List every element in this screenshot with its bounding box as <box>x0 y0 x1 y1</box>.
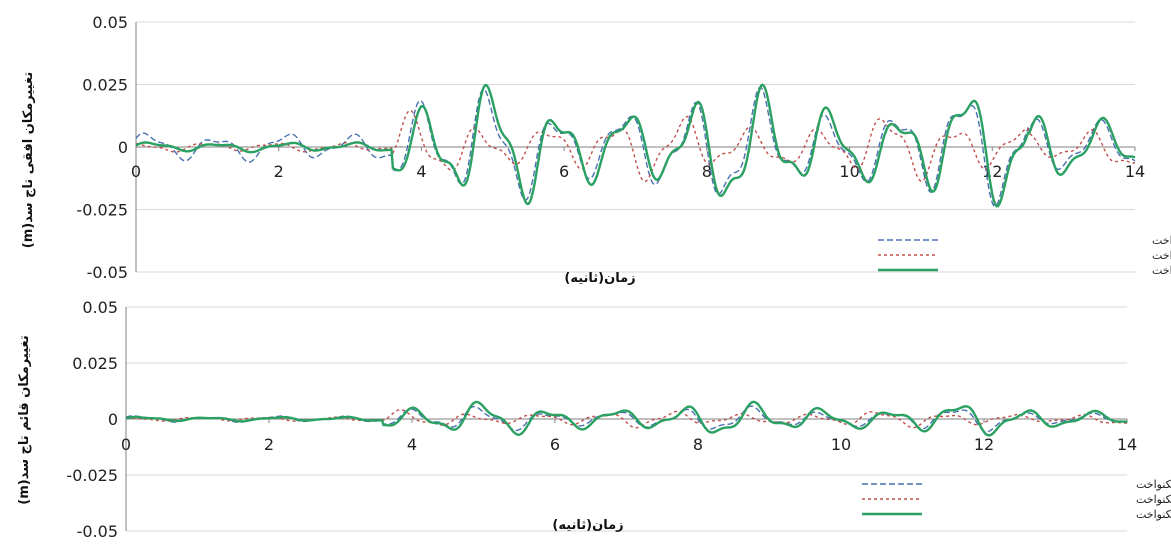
x-tick-label: 8 <box>702 162 712 181</box>
x-axis-label: زمان(ثانیه) <box>552 518 623 533</box>
y-tick-label: 0.025 <box>72 354 118 373</box>
y-axis-label: تغییرمکان قائم تاج سد(m) <box>17 335 32 504</box>
x-tick-label: 8 <box>693 435 703 454</box>
y-tick-label: 0.05 <box>82 298 118 317</box>
x-tick-label: 10 <box>831 435 851 454</box>
legend-label: تحریک دو مولفه ای غیریکنواخت <box>1152 249 1171 262</box>
y-tick-label: 0 <box>108 410 118 429</box>
y-tick-label: -0.025 <box>66 466 118 485</box>
legend-label: تحریک دو مولفه ای یکنواخت <box>1136 508 1171 521</box>
x-tick-label: 14 <box>1117 435 1137 454</box>
y-tick-label: 0.025 <box>82 76 128 95</box>
x-tick-label: 6 <box>559 162 569 181</box>
y-axis-label: تغییرمکان افقی تاج سد(m) <box>21 72 36 248</box>
series-line-3 <box>135 83 1136 208</box>
x-tick-label: 12 <box>974 435 994 454</box>
y-tick-label: -0.025 <box>76 201 128 220</box>
x-tick-label: 2 <box>274 162 284 181</box>
x-tick-label: 6 <box>550 435 560 454</box>
legend-label: تحریک سه مولفه ای غیریکنواخت <box>1136 478 1171 491</box>
y-tick-label: -0.05 <box>87 263 128 282</box>
y-tick-label: 0 <box>118 138 128 157</box>
x-tick-label: 14 <box>1125 162 1145 181</box>
legend-label: تحریک سه مولفه ای غیریکنواخت <box>1152 234 1171 247</box>
x-tick-label: 0 <box>121 435 131 454</box>
series-line-2 <box>125 408 1128 429</box>
x-tick-label: 2 <box>264 435 274 454</box>
y-tick-label: 0.05 <box>92 13 128 32</box>
legend-label: تحریک دو مولفه ای یکنواخت <box>1152 264 1171 277</box>
legend-label: تحریک دو مولفه ای غیریکنواخت <box>1136 493 1171 506</box>
x-tick-label: 12 <box>982 162 1002 181</box>
x-tick-label: 0 <box>131 162 141 181</box>
x-tick-label: 4 <box>416 162 426 181</box>
x-axis-label: زمان(ثانیه) <box>564 271 635 286</box>
y-tick-label: -0.05 <box>77 522 118 541</box>
series-line-3 <box>125 400 1128 437</box>
x-tick-label: 4 <box>407 435 417 454</box>
